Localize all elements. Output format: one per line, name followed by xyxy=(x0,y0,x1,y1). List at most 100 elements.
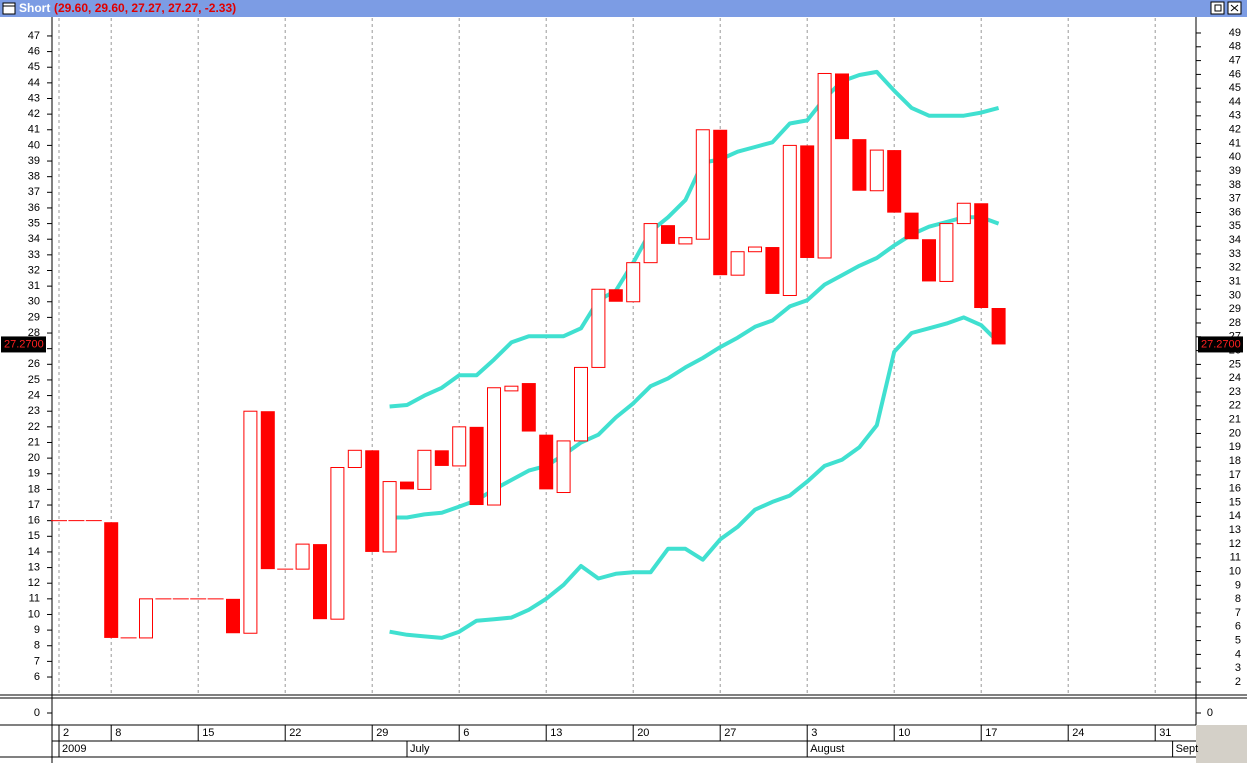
restore-icon xyxy=(1214,4,1222,12)
y2-tick-label: 16 xyxy=(1229,483,1241,495)
month-label: August xyxy=(810,743,844,755)
candle xyxy=(382,481,397,553)
candle xyxy=(347,449,362,468)
y2-tick-label: 39 xyxy=(1229,165,1241,177)
y2-tick-label: 2 xyxy=(1235,676,1241,688)
y-tick-label: 38 xyxy=(28,171,40,183)
y-tick-label: 8 xyxy=(34,640,40,652)
y2-tick-label: 45 xyxy=(1229,82,1241,94)
candle xyxy=(974,203,989,309)
candle xyxy=(434,450,449,466)
candle xyxy=(487,387,501,506)
candle xyxy=(556,440,571,494)
candle xyxy=(313,544,327,620)
y-tick-label: 31 xyxy=(28,280,40,292)
y-tick-label: 12 xyxy=(28,577,40,589)
y2-tick-label: 40 xyxy=(1229,151,1241,163)
y-tick-label: 15 xyxy=(28,530,40,542)
y-tick-label: 25 xyxy=(28,374,40,386)
y2-tick-label: 23 xyxy=(1229,386,1241,398)
candle xyxy=(400,481,414,490)
y2-tick-label: 17 xyxy=(1229,469,1241,481)
y2-tick-label: 46 xyxy=(1229,68,1241,80)
candle xyxy=(243,410,258,634)
candle xyxy=(661,225,675,244)
title-bar xyxy=(0,0,1247,17)
candle xyxy=(956,202,971,225)
candle xyxy=(226,598,240,634)
candle xyxy=(504,385,519,392)
restore-button[interactable] xyxy=(1210,1,1225,15)
y-tick-label: 37 xyxy=(28,186,40,198)
x-tick-label: 13 xyxy=(550,727,562,739)
y-tick-label: 9 xyxy=(34,624,40,636)
y2-tick-label: 28 xyxy=(1229,317,1241,329)
candle xyxy=(104,522,119,638)
y2-tick-label: 42 xyxy=(1229,124,1241,136)
y2-tick-label: 48 xyxy=(1229,41,1241,53)
y-tick-label: 28 xyxy=(28,327,40,339)
x-tick-label: 17 xyxy=(985,727,997,739)
chart-title: Short xyxy=(19,1,50,15)
y-tick-label: 47 xyxy=(28,30,40,42)
y2-tick-label: 22 xyxy=(1229,400,1241,412)
candle xyxy=(887,150,902,213)
y2-tick-label: 12 xyxy=(1229,538,1241,550)
y2-tick-label: 32 xyxy=(1229,262,1241,274)
x-tick-label: 27 xyxy=(724,727,736,739)
y2-tick-label: 6 xyxy=(1235,621,1241,633)
candle xyxy=(608,289,623,302)
y-tick-label: 26 xyxy=(28,358,40,370)
candle xyxy=(260,411,275,570)
y-tick-label: 42 xyxy=(28,108,40,120)
y-tick-label: 36 xyxy=(28,202,40,214)
window-icon xyxy=(2,2,16,15)
candle xyxy=(521,383,536,432)
candle xyxy=(765,247,780,294)
band-line xyxy=(389,315,1001,640)
y-tick-label: 11 xyxy=(29,593,40,605)
y2-tick-label: 10 xyxy=(1229,565,1241,577)
month-label: Sept xyxy=(1176,743,1199,755)
candle xyxy=(800,145,815,258)
y-tick-label: 29 xyxy=(28,311,40,323)
candle xyxy=(295,543,310,570)
price-tag-label: 27.2700 xyxy=(4,338,44,350)
x-tick-label: 29 xyxy=(376,727,388,739)
candle xyxy=(730,251,745,276)
y2-tick-label: 14 xyxy=(1229,510,1241,522)
y-tick-label: 40 xyxy=(28,139,40,151)
candle xyxy=(417,449,432,490)
y-tick-label: 20 xyxy=(28,452,40,464)
y-tick-label: 46 xyxy=(28,45,40,57)
candle xyxy=(748,246,762,253)
y2-tick-label: 35 xyxy=(1229,220,1241,232)
y2-tick-label: 21 xyxy=(1229,414,1241,426)
y-tick-label: 35 xyxy=(28,217,40,229)
y2-tick-label: 18 xyxy=(1229,455,1241,467)
y2-tick-label: 24 xyxy=(1229,372,1241,384)
candle xyxy=(139,598,153,639)
y-tick-label: 41 xyxy=(28,124,40,136)
lower-y2-tick-label: 0 xyxy=(1207,707,1213,719)
y2-tick-label: 29 xyxy=(1229,303,1241,315)
x-tick-label: 20 xyxy=(637,727,649,739)
x-tick-label: 3 xyxy=(811,727,817,739)
x-tick-label: 24 xyxy=(1072,727,1084,739)
chart-subtitle: (29.60, 29.60, 27.27, 27.27, -2.33) xyxy=(54,1,236,15)
y2-tick-label: 33 xyxy=(1229,248,1241,260)
candle xyxy=(991,308,1006,345)
y-tick-label: 39 xyxy=(28,155,40,167)
y2-tick-label: 9 xyxy=(1235,579,1241,591)
y-tick-label: 18 xyxy=(28,483,40,495)
candle xyxy=(330,466,345,620)
y-tick-label: 23 xyxy=(28,405,40,417)
candle xyxy=(469,426,484,506)
candle xyxy=(452,426,467,467)
x-tick-label: 31 xyxy=(1159,727,1171,739)
candle xyxy=(643,223,658,264)
y-tick-label: 16 xyxy=(28,515,40,527)
y-tick-label: 19 xyxy=(28,468,40,480)
y2-tick-label: 15 xyxy=(1229,496,1241,508)
y2-tick-label: 4 xyxy=(1235,648,1241,660)
